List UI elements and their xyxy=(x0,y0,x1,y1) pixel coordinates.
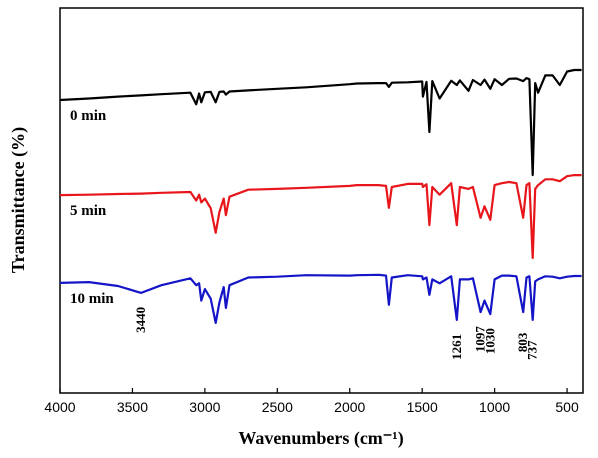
series-label: 5 min xyxy=(70,203,107,219)
x-tick-label: 500 xyxy=(555,399,579,415)
peak-annotation: 1261 xyxy=(449,334,464,360)
series-label: 10 min xyxy=(70,291,114,307)
x-tick-label: 1500 xyxy=(407,399,438,415)
peak-annotation: 3440 xyxy=(133,307,148,333)
series-label: 0 min xyxy=(70,108,107,124)
plot-frame xyxy=(59,7,584,394)
peak-annotation: 803 xyxy=(515,332,530,352)
peak-annotation: 1097 xyxy=(473,326,488,353)
x-tick-label: 2000 xyxy=(334,399,365,415)
x-tick-label: 1000 xyxy=(479,399,510,415)
y-axis-label: Transmittance (%) xyxy=(8,127,29,273)
peak-annotation: 737 xyxy=(525,340,540,360)
spectrum-line xyxy=(59,68,582,177)
spectrum-line xyxy=(59,174,582,259)
x-tick-label: 3500 xyxy=(117,399,148,415)
x-axis-label: Wavenumbers (cm⁻¹) xyxy=(238,428,403,449)
peak-annotation: 1030 xyxy=(482,328,497,354)
x-tick-label: 2500 xyxy=(262,399,293,415)
x-tick-label: 3000 xyxy=(189,399,220,415)
x-tick-label: 4000 xyxy=(44,399,75,415)
spectrum-line xyxy=(59,273,582,324)
